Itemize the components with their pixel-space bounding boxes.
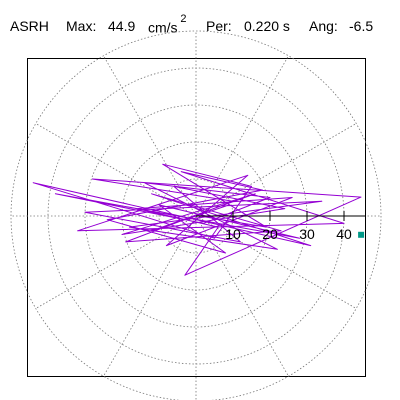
grid-ring [10,30,382,400]
max-unit: cm/s 2 [148,13,187,36]
grid-spoke [195,215,357,309]
angle-value: -6.5 [349,18,374,34]
grid-spoke [35,215,197,309]
grid-spoke [35,123,197,217]
station-code: ASRH [10,18,49,34]
grid-spoke [195,55,289,217]
period-value: 0.220 s [244,18,290,34]
angle-label: Ang: [309,18,338,34]
grid-spoke [195,215,289,377]
max-unit-exponent: 2 [180,13,187,25]
radial-tick-label: 40 [336,226,352,242]
grid-spoke [103,215,197,377]
max-label: Max: [66,18,97,34]
trace-line [32,163,362,276]
radial-tick-label: 10 [225,226,241,242]
max-unit-text: cm/s [148,19,178,36]
radial-tick-label: 30 [299,226,315,242]
plot-frame [27,58,366,377]
radial-axis: 10 20 30 40 [196,211,366,242]
grid-spoke [103,55,197,217]
max-value: 44.9 [108,18,136,34]
radial-tick-label: 20 [262,226,278,242]
grid-spoke [195,123,357,217]
chart-header: ASRH Max: 44.9 cm/s 2 Per: 0.220 s Ang: … [0,13,400,40]
max-marker [358,231,365,238]
period-label: Per: [206,18,232,34]
motion-trace [32,163,362,276]
max-point-marker [358,231,365,238]
